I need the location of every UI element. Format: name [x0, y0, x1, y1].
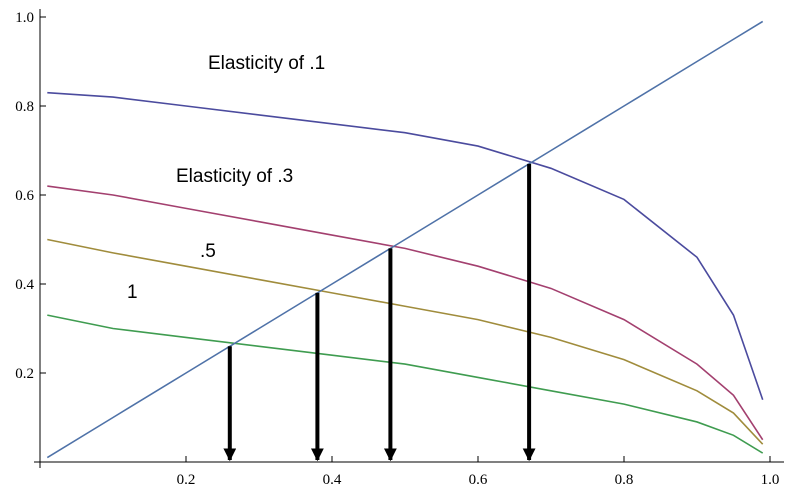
line-series — [47, 314, 764, 454]
x-tick-label: 0.2 — [177, 472, 196, 488]
x-tick-label: 0.8 — [615, 472, 634, 488]
x-tick-label: 0.6 — [469, 472, 488, 488]
line-series — [47, 91, 764, 400]
line-series — [47, 238, 764, 445]
annotation: Elasticity of .1 — [208, 53, 325, 74]
x-tick-label: 0.4 — [323, 472, 342, 488]
line-series — [47, 185, 764, 441]
y-tick-label: 0.2 — [15, 366, 34, 382]
line-series — [46, 20, 764, 459]
y-tick-label: 1.0 — [15, 10, 34, 26]
annotation: .5 — [200, 241, 216, 262]
y-tick-label: 0.6 — [15, 188, 34, 204]
annotation: 1 — [127, 282, 138, 303]
y-tick-label: 0.4 — [15, 277, 34, 293]
y-tick-label: 0.8 — [15, 99, 34, 115]
annotation: Elasticity of .3 — [176, 166, 293, 187]
x-tick-label: 1.0 — [761, 472, 780, 488]
